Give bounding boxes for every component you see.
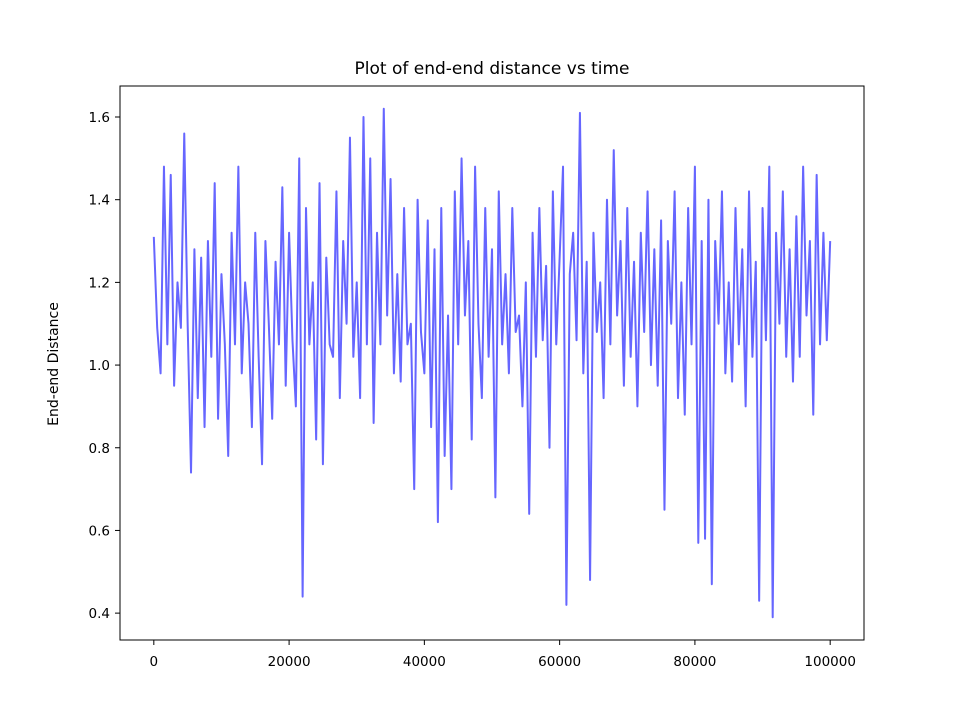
x-tick-label: 40000: [403, 654, 446, 670]
x-tick-label: 100000: [804, 654, 856, 670]
y-axis: 0.4 0.6 0.8 1.0 1.2 1.4 1.6: [89, 110, 120, 622]
x-tick-label: 80000: [673, 654, 716, 670]
y-axis-label: End-end Distance: [46, 302, 62, 426]
x-tick-label: 20000: [268, 654, 311, 670]
x-axis: 0 20000 40000 60000 80000 100000: [150, 640, 856, 670]
x-tick-label: 0: [150, 654, 159, 670]
chart-title: Plot of end-end distance vs time: [355, 59, 630, 79]
y-tick-label: 0.8: [89, 441, 110, 457]
series-layer: [152, 107, 832, 619]
y-tick-label: 1.0: [89, 358, 110, 374]
plot-area-frame: [119, 85, 865, 641]
y-tick-label: 0.4: [89, 606, 110, 622]
y-tick-label: 1.6: [89, 110, 110, 126]
y-tick-label: 1.4: [89, 193, 110, 209]
y-tick-label: 0.6: [89, 523, 110, 539]
x-tick-label: 60000: [538, 654, 581, 670]
y-tick-label: 1.2: [89, 275, 110, 291]
series-line-0: [152, 107, 832, 619]
